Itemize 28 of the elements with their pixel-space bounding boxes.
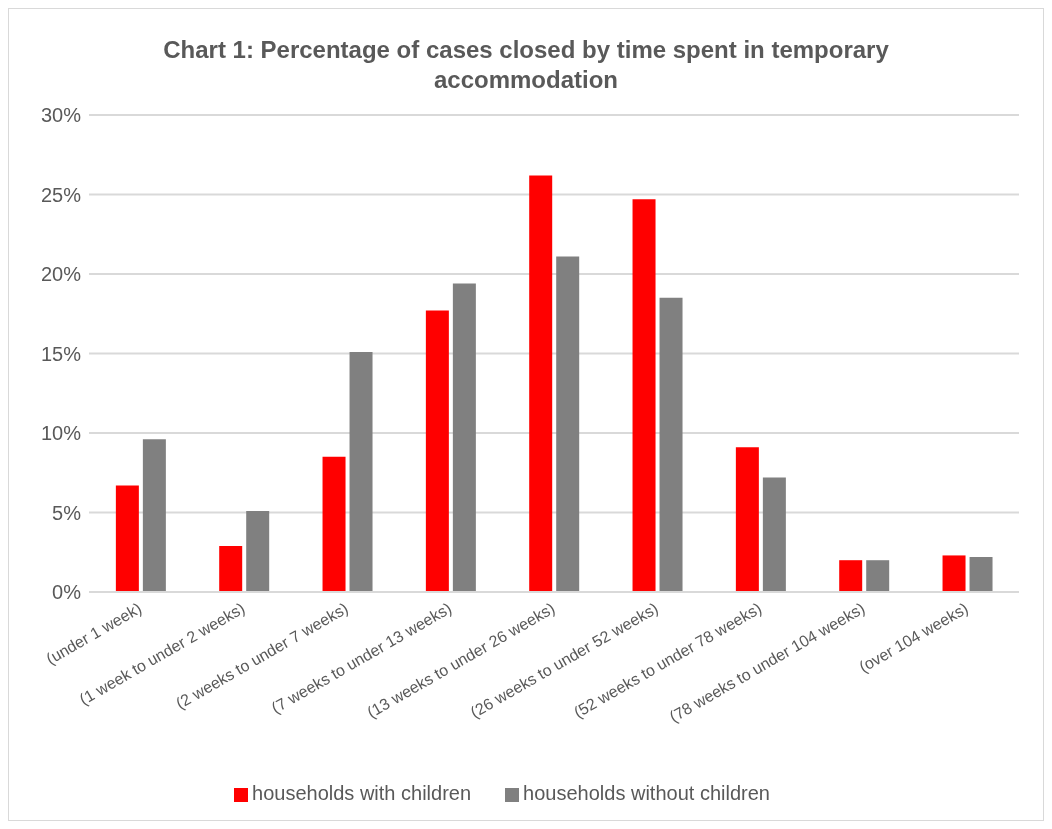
y-tick-label: 0% [52, 581, 82, 604]
bar [219, 545, 243, 592]
bar [969, 557, 993, 592]
bar [866, 560, 890, 592]
bar [735, 447, 759, 592]
bar [529, 175, 553, 592]
bar [659, 297, 683, 592]
legend-label: households without children [523, 782, 770, 804]
bar [762, 477, 786, 592]
bar [425, 310, 449, 592]
bar [246, 510, 270, 592]
bar [556, 256, 580, 592]
y-tick-label: 20% [40, 263, 82, 286]
bar [349, 351, 373, 592]
bar [942, 555, 966, 592]
legend-label: households with children [252, 782, 472, 804]
y-tick-label: 30% [40, 104, 82, 127]
bar [452, 283, 476, 592]
bar [322, 456, 346, 592]
bar [839, 560, 863, 592]
y-tick-label: 15% [40, 342, 82, 365]
y-tick-label: 5% [52, 501, 82, 524]
bar [142, 439, 166, 592]
y-tick-label: 10% [40, 422, 82, 445]
chart-title: Chart 1: Percentage of cases closed by time spent in temporary accommodation [162, 35, 890, 95]
y-tick-label: 25% [40, 183, 82, 206]
bar [115, 485, 139, 592]
bar [632, 199, 656, 592]
